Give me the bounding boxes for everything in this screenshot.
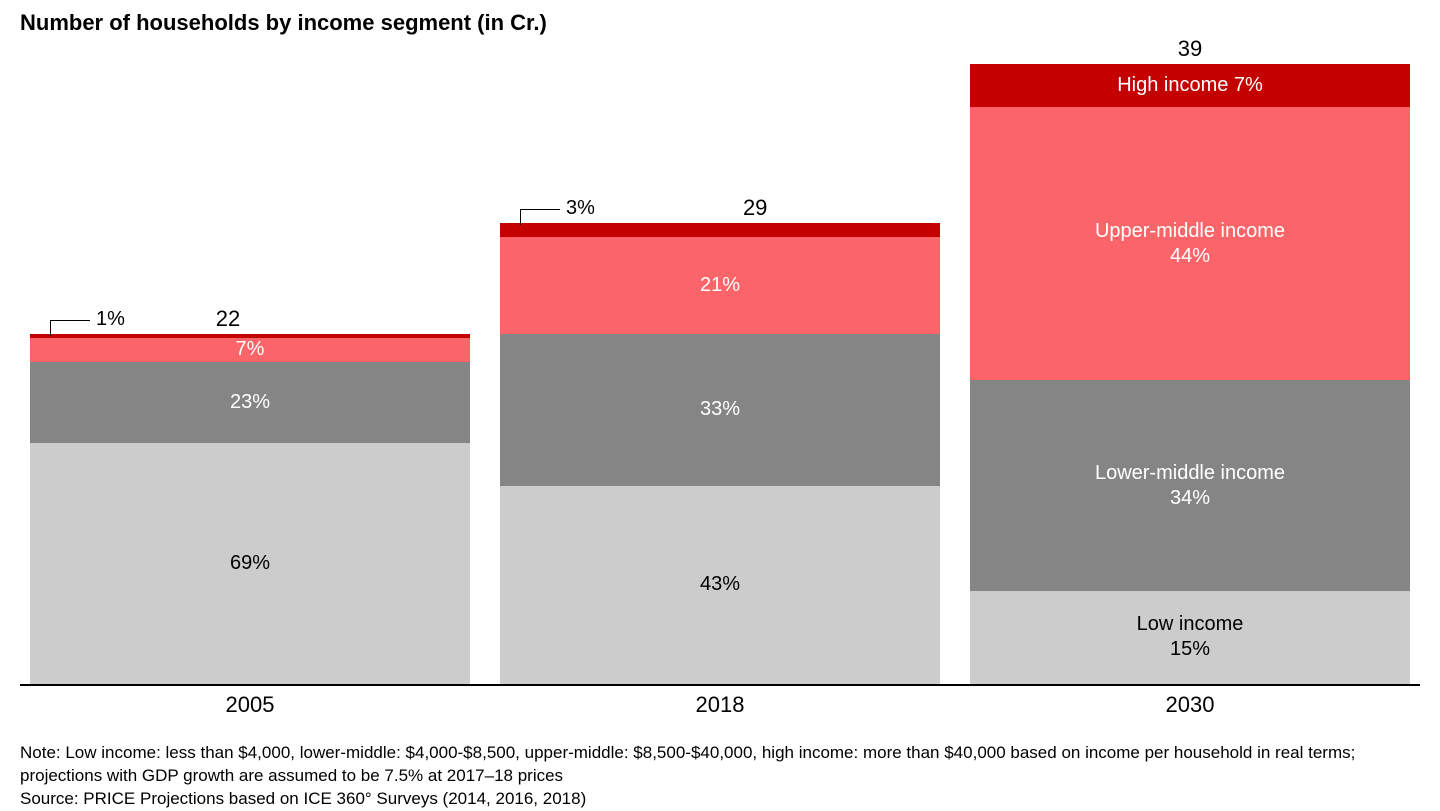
footnote: Note: Low income: less than $4,000, lowe… xyxy=(20,742,1420,811)
segment-pct: 69% xyxy=(230,551,270,576)
bar-2018: 2921%33%43% xyxy=(500,223,940,684)
segment-low: 69% xyxy=(30,443,470,684)
segment-pct: 43% xyxy=(700,572,740,597)
segment-label: Low income xyxy=(1137,612,1244,637)
segment-pct: 15% xyxy=(1170,637,1210,662)
segment-upper_mid: 21% xyxy=(500,237,940,334)
bar-total-label: 29 xyxy=(743,195,767,221)
chart-title: Number of households by income segment (… xyxy=(20,10,1420,36)
segment-lower_mid: 23% xyxy=(30,362,470,442)
segment-low: Low income15% xyxy=(970,591,1410,684)
bar-total-label: 39 xyxy=(1178,36,1202,62)
note-text: Note: Low income: less than $4,000, lowe… xyxy=(20,742,1420,788)
callout-label: 1% xyxy=(96,308,125,331)
source-text: Source: PRICE Projections based on ICE 3… xyxy=(20,788,1420,811)
callout-connector xyxy=(50,320,90,321)
segment-lower_mid: 33% xyxy=(500,334,940,486)
segment-low: 43% xyxy=(500,486,940,684)
segment-label: Lower-middle income xyxy=(1095,461,1285,486)
segment-pct: 34% xyxy=(1170,486,1210,511)
bar-2030: 39High income 7%Upper-middle income44%Lo… xyxy=(970,64,1410,684)
callout-connector xyxy=(520,209,521,225)
segment-pct: 23% xyxy=(230,390,270,415)
callout-label: 3% xyxy=(566,197,595,220)
segment-upper_mid: Upper-middle income44% xyxy=(970,107,1410,380)
x-axis-label: 2030 xyxy=(970,692,1410,718)
x-axis-label: 2005 xyxy=(30,692,470,718)
segment-pct: 21% xyxy=(700,273,740,298)
x-axis: 2005 2018 2030 xyxy=(20,686,1420,718)
bar-2005: 227%23%69% xyxy=(30,334,470,684)
callout-connector xyxy=(50,320,51,336)
segment-pct: 7% xyxy=(236,337,265,362)
segment-lower_mid: Lower-middle income34% xyxy=(970,380,1410,591)
chart-plot-area: 227%23%69%2921%33%43%39High income 7%Upp… xyxy=(20,66,1420,686)
segment-upper_mid: 7% xyxy=(30,338,470,362)
segment-label: High income 7% xyxy=(1117,73,1263,98)
x-axis-label: 2018 xyxy=(500,692,940,718)
segment-pct: 33% xyxy=(700,397,740,422)
segment-label: Upper-middle income xyxy=(1095,219,1285,244)
segment-pct: 44% xyxy=(1170,244,1210,269)
bar-total-label: 22 xyxy=(216,306,240,332)
segment-high: High income 7% xyxy=(970,64,1410,107)
callout-connector xyxy=(520,209,560,210)
segment-high xyxy=(500,223,940,237)
